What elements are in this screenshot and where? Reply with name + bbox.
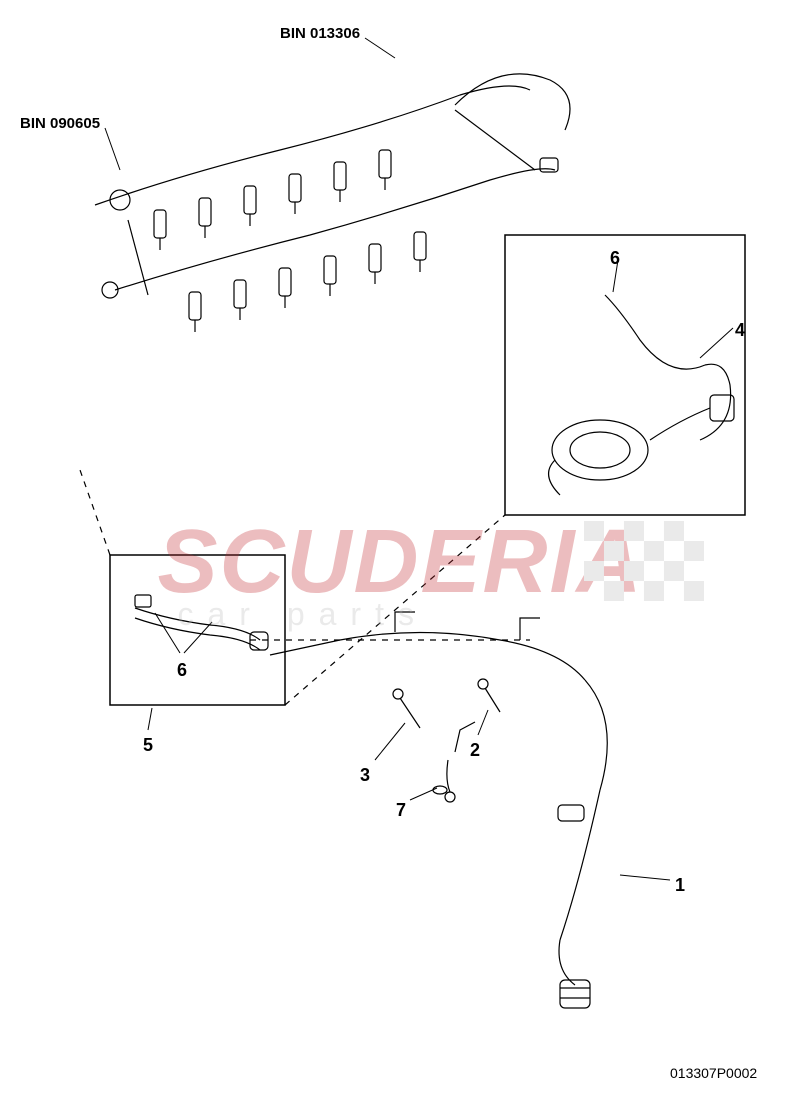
bin-label: BIN 013306	[280, 25, 360, 42]
detail-5	[135, 595, 268, 650]
callout-number: 5	[143, 735, 153, 756]
fuel-line-1	[270, 612, 607, 1008]
callout-number: 6	[610, 248, 620, 269]
callout-number: 7	[396, 800, 406, 821]
bolt-2	[478, 679, 500, 712]
callout-number: 2	[470, 740, 480, 761]
bolt-3	[393, 689, 420, 728]
parts-diagram: SCUDERIA car parts BIN 013306BIN 0906056…	[0, 0, 801, 1100]
callout-number: 3	[360, 765, 370, 786]
page-id: 013307P0002	[670, 1065, 757, 1081]
callout-number: 4	[735, 320, 745, 341]
diagram-svg	[0, 0, 801, 1100]
fuel-rail-assembly	[95, 74, 570, 332]
detail-4	[549, 295, 734, 495]
callout-number: 6	[177, 660, 187, 681]
callout-number: 1	[675, 875, 685, 896]
bin-label: BIN 090605	[20, 115, 100, 132]
injectors	[154, 150, 426, 332]
washer-7	[433, 786, 447, 794]
